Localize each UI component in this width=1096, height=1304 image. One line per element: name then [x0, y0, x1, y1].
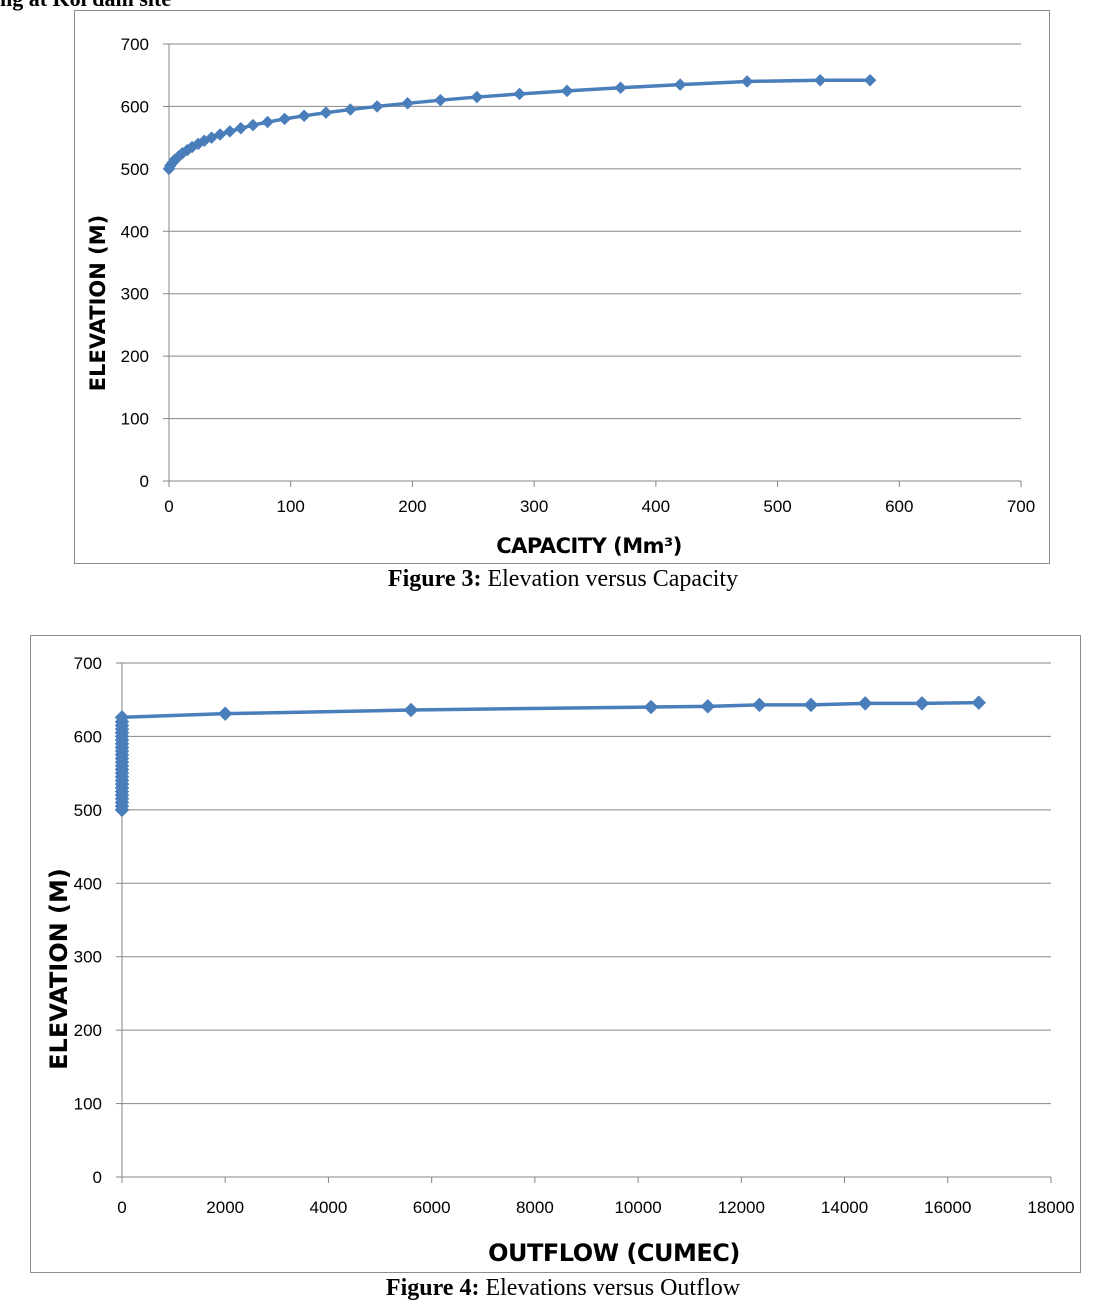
chart1-y-tick-label: 700 — [121, 35, 149, 54]
chart2-y-tick-label: 700 — [74, 654, 102, 673]
chart2-data-point — [217, 706, 233, 722]
chart1-y-tick-label: 0 — [140, 472, 149, 491]
chart1-y-tick-label: 600 — [121, 97, 149, 116]
chart2-x-tick-label: 4000 — [310, 1198, 348, 1217]
chart2-x-tick-label: 12000 — [718, 1198, 765, 1217]
chart1-y-axis-title: ELEVATION (M) — [86, 215, 110, 392]
figure-3-caption-text: Elevation versus Capacity — [481, 566, 739, 592]
chart2-data-point — [752, 697, 767, 713]
chart1-y-tick-label: 500 — [121, 160, 149, 179]
chart2-x-tick-label: 2000 — [206, 1198, 244, 1217]
chart1-data-point — [370, 100, 384, 113]
chart1-x-tick-label: 200 — [398, 497, 426, 516]
figure-4-caption-label: Figure 4: — [385, 1275, 480, 1301]
chart1-data-point — [234, 121, 248, 135]
elevation-outflow-chart: 0 100 200 300 400 500 600 700 0 2000 4000 6000 8000 1… — [45, 654, 1075, 1267]
chart2-x-tick-label: 0 — [117, 1198, 126, 1217]
chart2-y-tick-label: 100 — [74, 1095, 102, 1114]
chart1-y-tick-label: 300 — [121, 285, 149, 304]
chart2-x-tick-label: 10000 — [614, 1198, 661, 1217]
figure-4-caption: Figure 4: Elevations versus Outflow — [15, 1275, 1096, 1302]
chart1-x-tick-label: 400 — [642, 497, 670, 516]
chart2-y-tick-label: 300 — [74, 948, 102, 967]
chart1-data-point — [740, 75, 754, 88]
chart1-data-point — [223, 125, 237, 138]
figure-4-chart-frame: 0 100 200 300 400 500 600 700 0 2000 4000 6000 8000 1… — [30, 635, 1081, 1273]
chart1-y-tick-label: 100 — [121, 410, 149, 429]
figure-3-caption: Figure 3: Elevation versus Capacity — [15, 566, 1096, 593]
chart1-data-point — [513, 87, 526, 101]
chart2-y-tick-label: 400 — [74, 874, 102, 893]
chart2-data-point — [857, 696, 873, 711]
chart1-data-point — [470, 90, 484, 104]
chart1-data-point — [319, 106, 333, 120]
chart1-data-point — [813, 73, 827, 87]
figure-3-chart-frame: 0 100 200 300 400 500 600 700 0 100 200 300 400 500 60… — [74, 10, 1050, 564]
chart2-x-tick-label: 16000 — [924, 1198, 971, 1217]
chart2-data-point — [971, 695, 987, 711]
chart2-y-tick-label: 600 — [74, 727, 102, 746]
chart1-x-tick-label: 300 — [520, 497, 548, 516]
chart2-series-line — [120, 700, 979, 810]
chart1-data-point — [261, 115, 274, 129]
chart1-data-point — [673, 78, 687, 91]
chart1-data-point — [344, 103, 357, 116]
chart1-data-point — [297, 109, 311, 123]
chart2-y-tick-label: 500 — [74, 801, 102, 820]
chart1-data-point — [614, 81, 627, 95]
elevation-capacity-chart: 0 100 200 300 400 500 600 700 0 100 200 300 400 500 60… — [86, 35, 1035, 558]
chart2-data-point — [114, 709, 130, 725]
chart1-data-point — [401, 96, 414, 110]
page-top-fragment: ng at Kol dam site — [0, 0, 171, 12]
chart1-x-tick-label: 500 — [763, 497, 791, 516]
chart1-data-point — [213, 128, 227, 141]
chart2-x-tick-label: 14000 — [821, 1198, 868, 1217]
chart2-data-point — [803, 697, 819, 713]
chart1-x-tick-label: 700 — [1007, 497, 1035, 516]
chart2-data-point — [914, 696, 930, 711]
figure-3-caption-label: Figure 3: — [387, 566, 482, 592]
chart1-data-point — [246, 118, 260, 132]
figure-4-caption-text: Elevations versus Outflow — [479, 1275, 741, 1301]
chart1-y-tick-label: 400 — [121, 222, 149, 241]
chart2-data-point — [700, 698, 716, 714]
chart1-data-point — [863, 73, 877, 87]
chart2-y-axis-title: ELEVATION (M) — [45, 868, 73, 1070]
chart2-y-tick-label: 0 — [93, 1168, 102, 1187]
chart1-x-axis-title: CAPACITY (Mm³) — [496, 534, 682, 558]
chart2-x-tick-label: 18000 — [1027, 1198, 1074, 1217]
chart2-y-tick-label: 200 — [74, 1021, 102, 1040]
chart2-x-axis-title: OUTFLOW (CUMEC) — [488, 1239, 740, 1267]
chart1-x-tick-label: 600 — [885, 497, 913, 516]
chart1-y-tick-label: 200 — [121, 347, 149, 366]
chart2-x-tick-label: 6000 — [413, 1198, 451, 1217]
chart2-data-point — [403, 702, 419, 718]
chart1-x-tick-label: 100 — [277, 497, 305, 516]
chart1-data-point — [434, 93, 447, 107]
chart1-data-point — [278, 112, 291, 126]
chart2-x-tick-label: 8000 — [516, 1198, 554, 1217]
chart1-data-point — [560, 84, 574, 98]
chart1-x-tick-label: 0 — [164, 497, 173, 516]
chart2-data-point — [643, 699, 659, 715]
